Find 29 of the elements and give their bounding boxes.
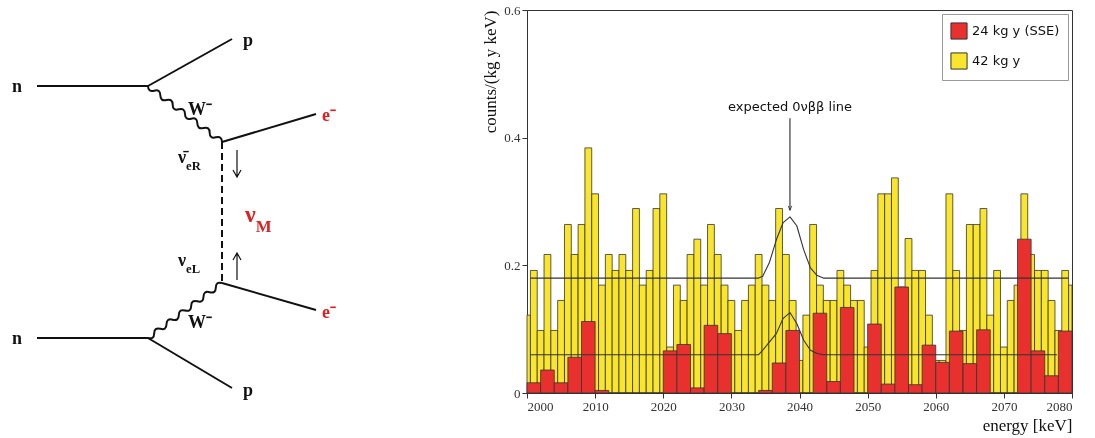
x-tick-label: 2080: [1046, 398, 1073, 414]
text: e⁻: [322, 302, 336, 322]
text: n: [12, 328, 23, 348]
text: ν$_{M}$: [244, 201, 272, 236]
text: n: [12, 76, 23, 96]
text: ν$_{eL}$: [177, 250, 201, 276]
text: ν̄$_{eR}$: [177, 147, 202, 173]
text: p: [243, 380, 254, 400]
legend-label: 42 kg y: [972, 53, 1021, 68]
y-axis-title: counts/(kg y keV): [481, 10, 501, 134]
x-tick-label: 2020: [650, 398, 677, 414]
text: W⁻: [188, 99, 212, 119]
text: p: [243, 30, 254, 50]
legend-label: 24 kg y (SSE): [972, 23, 1060, 38]
x-tick-label: 2060: [923, 398, 950, 414]
y-tick-label: 0.4: [504, 130, 521, 146]
x-tick-label: 2000: [527, 398, 554, 414]
y-tick-label: 0.2: [504, 257, 521, 273]
annotation: expected 0νββ line: [727, 99, 852, 115]
x-axis-title: energy [keV]: [982, 415, 1073, 435]
y-tick-label: 0.6: [504, 2, 521, 18]
text: e⁻: [322, 105, 336, 125]
x-tick-label: 2030: [718, 398, 745, 414]
y-tick-label: 0: [514, 385, 521, 401]
x-tick-label: 2070: [991, 398, 1018, 414]
text: W⁻: [188, 312, 212, 332]
x-tick-label: 2010: [582, 398, 609, 414]
x-tick-label: 2040: [787, 398, 813, 414]
x-tick-label: 2050: [855, 398, 882, 414]
